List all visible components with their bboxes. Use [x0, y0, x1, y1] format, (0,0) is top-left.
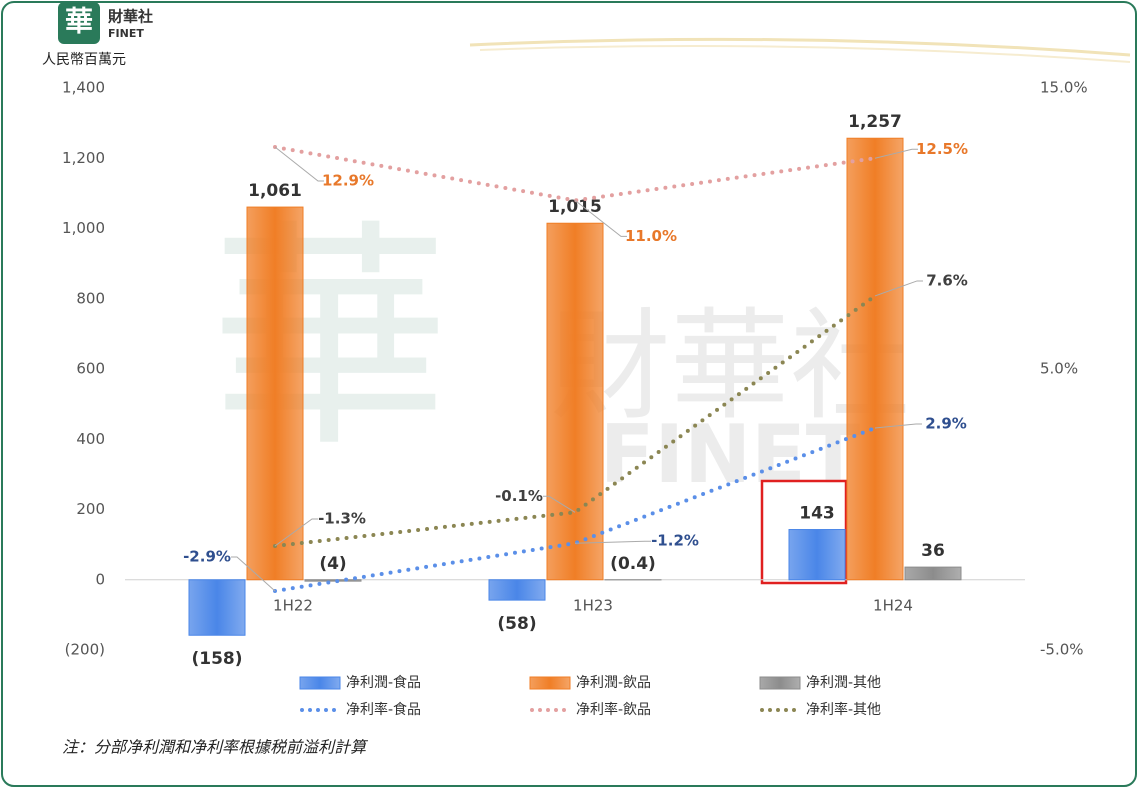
leader-line	[543, 495, 576, 513]
logo-name: 財華社	[107, 8, 153, 26]
bar-value-label: 143	[799, 504, 835, 524]
y-tick-label: 1,200	[62, 149, 105, 167]
line-value-label: 2.9%	[925, 415, 967, 433]
bar	[846, 137, 904, 581]
leader-line	[874, 148, 918, 159]
legend-label: 净利潤-其他	[806, 675, 881, 691]
watermark-sub: FINET	[600, 408, 861, 501]
leader-line	[274, 146, 324, 182]
logo-sub: FINET	[108, 27, 144, 40]
highlight-box	[760, 479, 848, 585]
legend-swatch	[759, 676, 801, 690]
bar	[546, 222, 604, 581]
decor-curve	[469, 37, 1131, 57]
line-value-label: -1.2%	[651, 532, 699, 550]
logo-mark-bg	[58, 2, 100, 44]
leader-line	[574, 540, 651, 544]
legend-label: 净利潤-食品	[346, 674, 421, 691]
note: 注：分部净利潤和净利率根據税前溢利計算	[62, 738, 369, 757]
bar	[188, 579, 246, 636]
y-tick-label: 1,400	[62, 79, 105, 97]
legend-label: 净利率-食品	[346, 701, 421, 718]
line	[273, 293, 877, 549]
logo-mark: 華	[65, 5, 93, 38]
line-value-label: 7.6%	[926, 271, 968, 289]
leader-line	[274, 518, 318, 547]
bar-value-label: (158)	[191, 649, 242, 669]
legend-label: 净利率-其他	[806, 701, 881, 718]
bar-value-label: 1,061	[248, 181, 302, 201]
y-tick-label: (200)	[65, 641, 105, 659]
line-value-label: 12.9%	[322, 172, 374, 190]
y2-tick-label: -5.0%	[1040, 641, 1084, 659]
leader-line	[574, 200, 627, 237]
bar-value-label: 36	[921, 541, 945, 561]
legend-swatch	[529, 676, 571, 690]
y-tick-label: 800	[76, 289, 105, 307]
bar	[904, 566, 962, 581]
leader-line	[874, 280, 923, 297]
watermark-mark: 華	[210, 199, 450, 479]
y2-tick-label: 15.0%	[1040, 79, 1088, 97]
bar-value-label: (0.4)	[610, 554, 656, 574]
y-axis-label: 人民幣百萬元	[42, 52, 126, 68]
x-tick-label: 1H24	[873, 596, 913, 614]
x-tick-label: 1H22	[273, 596, 313, 614]
bar	[788, 529, 846, 581]
bar	[246, 206, 304, 581]
line-value-label: -0.1%	[495, 487, 543, 505]
legend-label: 净利潤-飲品	[576, 675, 651, 691]
leader-line	[874, 423, 922, 429]
line-value-label: -2.9%	[183, 547, 231, 565]
bar-value-label: (58)	[497, 614, 536, 634]
leader-line	[231, 556, 276, 592]
bar	[488, 579, 546, 601]
y-tick-label: 600	[76, 360, 105, 378]
bar-value-label: (4)	[319, 554, 346, 574]
bar-value-label: 1,015	[548, 197, 602, 217]
legend-swatch	[299, 676, 341, 690]
line-value-label: -1.3%	[318, 510, 366, 528]
bar-value-label: 1,257	[848, 112, 902, 132]
decor-curve	[479, 45, 1131, 63]
line-value-label: 12.5%	[916, 140, 968, 158]
x-tick-label: 1H23	[573, 596, 613, 614]
bar	[304, 579, 362, 582]
line-value-label: 11.0%	[625, 227, 677, 245]
y-tick-label: 1,000	[62, 219, 105, 237]
legend-label: 净利率-飲品	[576, 701, 651, 718]
y-tick-label: 400	[76, 430, 105, 448]
y2-tick-label: 5.0%	[1040, 360, 1078, 378]
y-tick-label: 0	[95, 570, 105, 588]
y-tick-label: 200	[76, 500, 105, 518]
